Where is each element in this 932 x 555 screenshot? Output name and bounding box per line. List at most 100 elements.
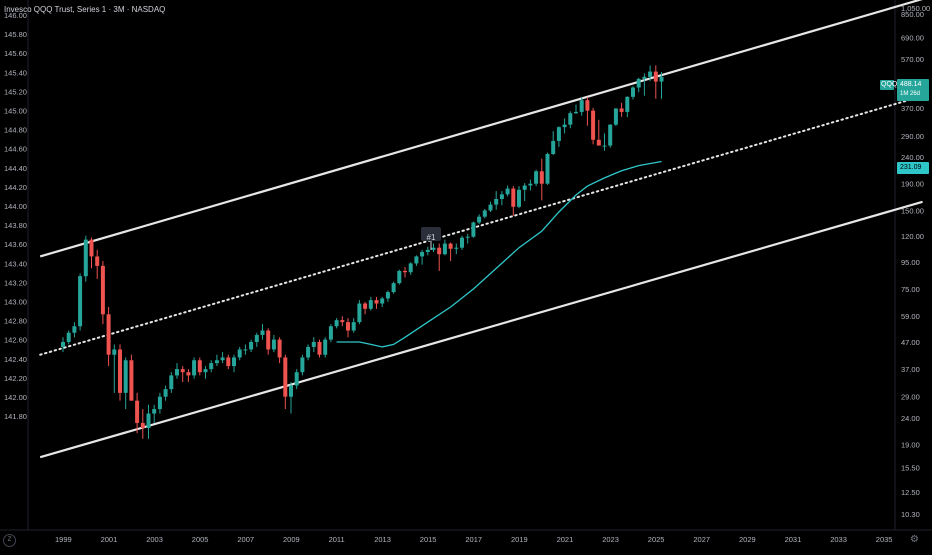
candle[interactable] [574,104,578,114]
candle[interactable] [169,372,174,393]
candle[interactable] [214,354,219,367]
candle[interactable] [482,208,487,219]
candle[interactable] [357,300,362,325]
candle[interactable] [568,111,573,129]
candle[interactable] [192,357,197,379]
candle[interactable] [300,354,305,376]
candle[interactable] [157,392,162,414]
candle[interactable] [591,107,596,145]
candle[interactable] [232,354,236,373]
candle[interactable] [129,354,134,401]
candle[interactable] [648,65,653,82]
candle[interactable] [522,183,527,202]
candle[interactable] [585,97,590,126]
candle[interactable] [385,290,390,302]
candle[interactable] [602,133,607,151]
candle[interactable] [408,262,413,275]
candle[interactable] [442,239,447,256]
channel-middle-line[interactable] [39,94,924,356]
candle[interactable] [197,357,202,376]
candle[interactable] [260,324,265,340]
candle[interactable] [556,126,561,147]
candle[interactable] [328,324,333,342]
candle[interactable] [266,328,271,355]
candle[interactable] [363,301,368,315]
candle[interactable] [636,77,641,93]
candle[interactable] [625,96,630,118]
candle[interactable] [551,131,556,155]
z-icon[interactable]: Z [3,534,16,547]
candle[interactable] [294,369,299,390]
candle[interactable] [209,360,214,373]
candle[interactable] [488,201,493,213]
candle[interactable] [437,243,442,271]
candle[interactable] [140,409,145,439]
candle[interactable] [368,296,373,311]
candle[interactable] [243,344,248,355]
candle[interactable] [596,119,601,146]
candle[interactable] [95,249,100,279]
candle[interactable] [403,267,407,278]
annotation-label-box[interactable]: #1 [421,227,441,242]
candle[interactable] [471,221,476,238]
candle[interactable] [146,404,151,439]
time-axis[interactable]: 1999 2001 2003 2005 2007 2009 2011 2013 2015 2017… [55,535,892,544]
candle[interactable] [118,344,122,401]
candle[interactable] [460,235,464,250]
candle[interactable] [351,318,356,333]
candle[interactable] [642,73,647,96]
candle[interactable] [237,346,242,361]
candle[interactable] [631,86,635,100]
candle[interactable] [528,179,533,191]
candle[interactable] [511,186,516,216]
channel-lower-line[interactable] [39,200,923,459]
candle[interactable] [186,369,191,383]
trend-channel[interactable] [39,0,924,459]
candle[interactable] [89,237,94,269]
candle[interactable] [317,339,322,358]
candle[interactable] [277,337,282,364]
candle[interactable] [454,243,459,255]
candle[interactable] [283,354,288,410]
candle[interactable] [659,72,664,99]
candle[interactable] [505,185,510,197]
candle[interactable] [579,97,584,116]
candle[interactable] [123,357,128,410]
candle[interactable] [425,246,430,256]
moving-average[interactable] [336,160,662,348]
candle[interactable] [66,330,71,345]
candle[interactable] [494,191,499,210]
candle[interactable] [271,334,276,353]
candle[interactable] [61,337,65,353]
candle[interactable] [380,296,385,308]
candle[interactable] [539,158,544,201]
candle[interactable] [534,169,539,187]
candle[interactable] [100,261,105,325]
candle[interactable] [477,214,482,225]
candle[interactable] [414,255,419,266]
candle[interactable] [340,316,345,327]
candle[interactable] [72,322,77,338]
candle[interactable] [226,354,231,370]
candle[interactable] [374,296,379,309]
candle[interactable] [306,344,311,361]
candle[interactable] [431,243,436,252]
candle[interactable] [653,65,658,99]
candles[interactable] [61,65,664,439]
candle[interactable] [163,385,168,401]
candle[interactable] [220,352,225,364]
candle[interactable] [545,152,550,185]
candle[interactable] [397,269,402,285]
candle[interactable] [499,191,504,206]
candle[interactable] [203,366,208,379]
candle[interactable] [613,108,618,127]
candle[interactable] [289,382,293,414]
candle[interactable] [249,339,254,353]
candle[interactable] [135,392,140,434]
candle[interactable] [311,337,316,353]
candle[interactable] [517,186,521,209]
candle[interactable] [175,363,179,379]
candle[interactable] [254,332,259,347]
